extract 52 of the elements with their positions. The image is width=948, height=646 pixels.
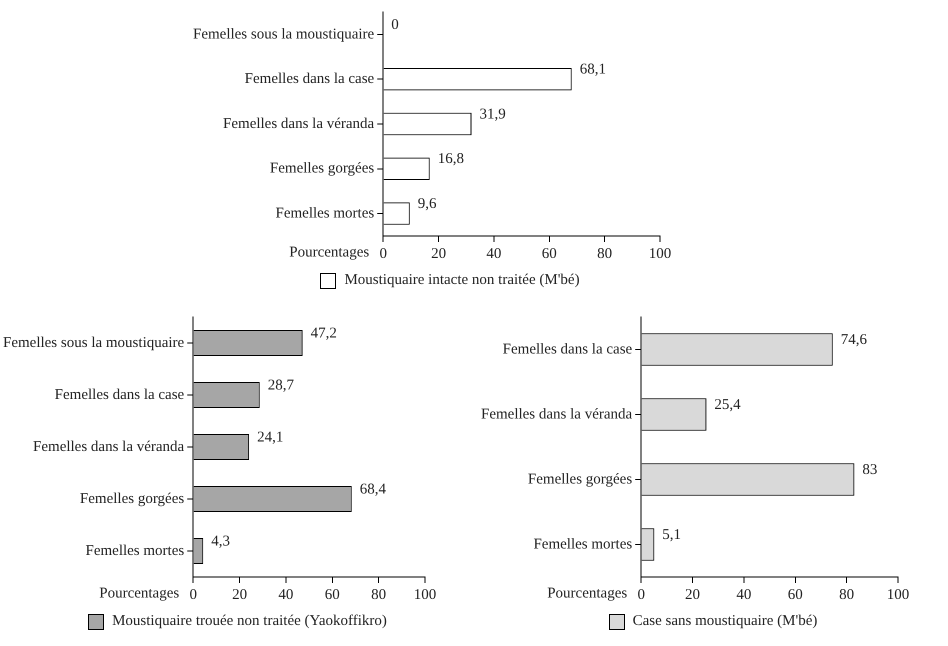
- text: Moustiquaire intacte non traitée (M'bé): [344, 272, 580, 289]
- x-tick-label: 80: [839, 586, 854, 603]
- data-label: 0: [391, 16, 399, 33]
- x-tick-label: 20: [431, 246, 446, 262]
- x-tick-label: 20: [685, 586, 700, 603]
- x-tick-label: 60: [542, 246, 557, 262]
- y-tick-label: Femelles dans la case: [502, 341, 633, 358]
- y-tick-label: Femelles sous la moustiquaire: [2, 334, 185, 351]
- y-tick-label: Femelles dans la case: [244, 71, 375, 88]
- x-tick-label: 40: [278, 586, 294, 603]
- data-label: 28,7: [268, 377, 294, 394]
- legend-label: Moustiquaire trouée non traitée (Yaokoffikro): [112, 613, 387, 630]
- y-tick-label: Femelles dans la case: [54, 386, 185, 403]
- x-tick-label: 80: [597, 246, 612, 262]
- data-label: 25,4: [714, 396, 742, 413]
- x-tick-label: 100: [414, 586, 436, 603]
- y-tick-label: Femelles mortes: [85, 542, 184, 559]
- y-tick-label: Femelles mortes: [533, 536, 632, 552]
- y-tick-label: Femelles gorgées: [80, 490, 184, 507]
- x-axis-title: Pourcentages: [547, 585, 628, 602]
- y-tick-label: Femelles dans la véranda: [33, 438, 185, 455]
- x-tick-label: 0: [379, 246, 387, 262]
- y-tick-label: Femelles sous la moustiquaire: [192, 26, 375, 42]
- x-axis-title: Pourcentages: [289, 244, 370, 260]
- y-tick-label: Femelles gorgées: [270, 160, 374, 177]
- data-label: 83: [862, 462, 878, 478]
- x-tick-label: 100: [886, 586, 910, 603]
- x-tick-label: 60: [324, 586, 340, 603]
- x-tick-label: 60: [788, 586, 803, 603]
- x-tick-label: 80: [371, 586, 386, 603]
- data-label: 9,6: [418, 196, 438, 212]
- data-label: 24,1: [257, 429, 284, 446]
- data-label: 4,3: [211, 533, 230, 550]
- y-tick-label: Femelles mortes: [275, 206, 374, 222]
- data-label: 31,9: [480, 106, 506, 122]
- data-label: 68,1: [580, 62, 606, 78]
- x-tick-label: 40: [736, 586, 752, 603]
- x-tick-label: 40: [486, 246, 502, 262]
- x-axis-title: Pourcentages: [99, 585, 180, 602]
- x-tick-label: 20: [232, 586, 248, 603]
- x-tick-label: 0: [189, 586, 197, 603]
- data-label: 68,4: [360, 481, 387, 498]
- data-label: 47,2: [310, 325, 337, 342]
- x-tick-label: 0: [637, 586, 645, 603]
- y-tick-label: Femelles dans la véranda: [223, 116, 375, 132]
- data-label: 5,1: [662, 526, 682, 543]
- y-tick-label: Femelles gorgées: [528, 471, 632, 488]
- y-tick-label: Femelles dans la véranda: [480, 406, 633, 422]
- legend-label: Case sans moustiquaire (M'bé): [632, 613, 818, 630]
- data-label: 16,8: [438, 151, 464, 168]
- data-label: 74,6: [840, 332, 868, 348]
- x-tick-label: 100: [648, 246, 672, 262]
